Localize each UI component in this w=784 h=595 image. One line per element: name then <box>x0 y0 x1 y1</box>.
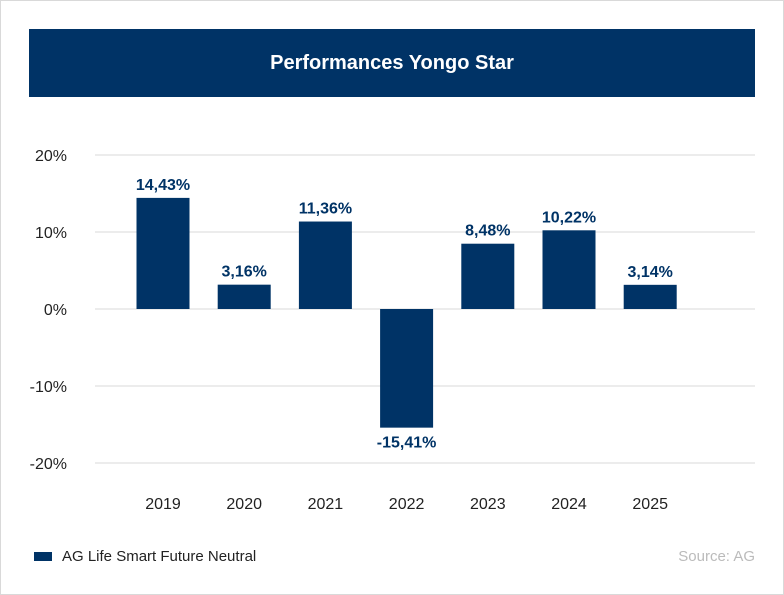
bar <box>542 230 596 309</box>
bar <box>380 309 434 428</box>
data-label: 3,16% <box>222 264 267 281</box>
data-label: 11,36% <box>299 201 352 218</box>
x-tick-label: 2021 <box>308 496 344 513</box>
legend: AG Life Smart Future Neutral <box>34 548 256 565</box>
bar <box>217 284 271 309</box>
bar <box>623 284 677 309</box>
x-tick-label: 2023 <box>470 496 506 513</box>
data-label: -15,41% <box>377 435 437 452</box>
chart-title: Performances Yongo Star <box>270 51 514 74</box>
x-tick-label: 2025 <box>632 496 668 513</box>
legend-swatch <box>34 552 52 561</box>
data-label: 14,43% <box>136 177 190 194</box>
data-label: 3,14% <box>628 264 673 281</box>
x-tick-label: 2022 <box>389 496 425 513</box>
data-label: 10,22% <box>542 209 596 226</box>
bar <box>298 221 352 309</box>
y-tick-label: 20% <box>35 148 67 165</box>
data-label: 8,48% <box>465 223 510 240</box>
bar <box>136 197 190 309</box>
source-note: Source: AG <box>678 548 755 565</box>
y-tick-label: -10% <box>30 379 67 396</box>
y-tick-label: -20% <box>30 456 67 473</box>
x-tick-label: 2020 <box>226 496 262 513</box>
bar <box>461 243 515 309</box>
chart-title-banner: Performances Yongo Star <box>29 29 755 97</box>
x-tick-label: 2019 <box>145 496 181 513</box>
legend-label: AG Life Smart Future Neutral <box>62 548 257 565</box>
y-tick-label: 0% <box>44 302 67 319</box>
y-tick-label: 10% <box>35 225 67 242</box>
x-tick-label: 2024 <box>551 496 587 513</box>
